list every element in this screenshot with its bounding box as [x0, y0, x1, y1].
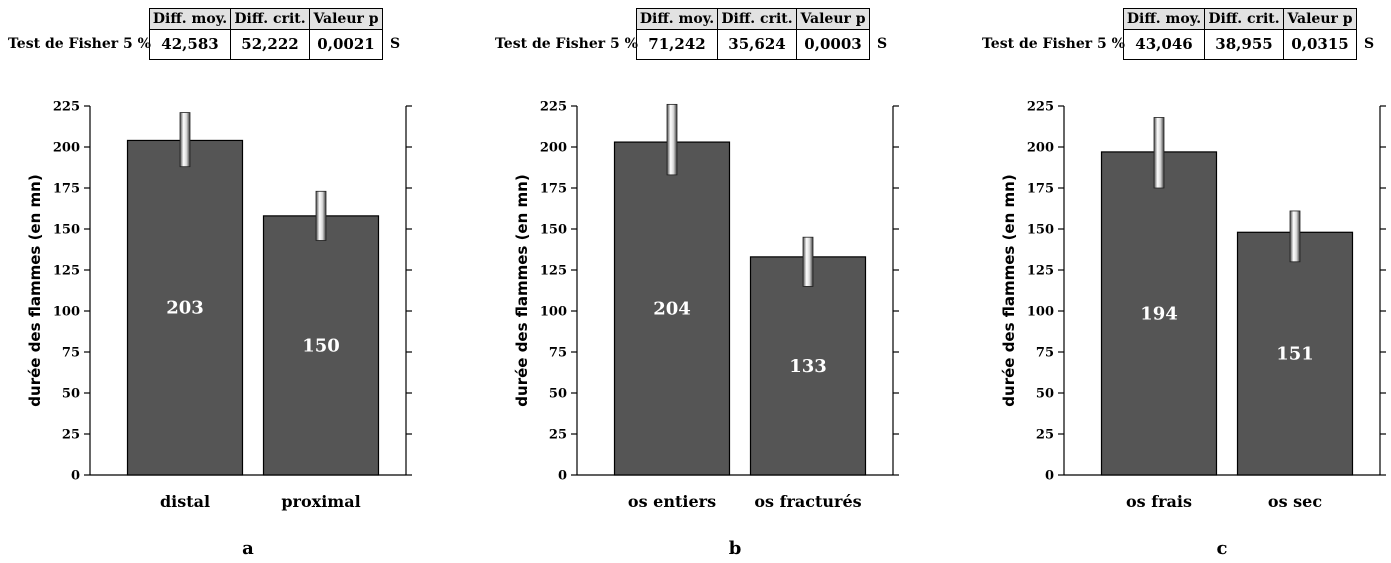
bar [126, 139, 244, 476]
significance-marker: S [877, 36, 888, 52]
stats-table-value-cell: 0,0021 [309, 29, 383, 60]
y-tick-label: 225 [53, 100, 80, 115]
stats-table-row-label: Test de Fisher 5 % [8, 36, 151, 52]
bar-value-label: 204 [653, 299, 691, 320]
bar-chart-svg: 0 25 50 75 100 125 150 175 200 225 durée des flamm… [26, 100, 412, 559]
y-tick-label: 150 [53, 223, 80, 238]
stats-table-header-cell: Diff. crit. [230, 8, 310, 30]
y-tick-label: 175 [540, 182, 567, 197]
error-bar [1153, 117, 1165, 189]
stats-table-header-row: Diff. moy. Diff. crit. Valeur p [636, 8, 870, 30]
y-tick-label: 75 [1036, 346, 1054, 361]
error-bar [1289, 210, 1301, 263]
chart-panel-b: Diff. moy. Diff. crit. Valeur p 71,242 35,62… [487, 0, 950, 563]
stats-table-header-row: Diff. moy. Diff. crit. Valeur p [149, 8, 383, 30]
y-tick-label: 200 [53, 141, 80, 156]
stats-table-header-cell: Diff. crit. [1204, 8, 1284, 30]
bar [613, 141, 731, 476]
y-tick-label: 125 [1027, 264, 1054, 279]
error-bar [802, 236, 814, 287]
stats-table-header-cell: Valeur p [796, 8, 870, 30]
stats-table-header-cell: Valeur p [1283, 8, 1357, 30]
bar [1100, 151, 1218, 476]
y-tick-label: 0 [558, 469, 567, 484]
y-tick-label: 175 [53, 182, 80, 197]
bar [749, 256, 867, 476]
panel-letter: c [1217, 538, 1228, 559]
x-category-label: distal [160, 492, 210, 511]
stats-table-row-label: Test de Fisher 5 % [982, 36, 1125, 52]
stats-table-header-cell: Valeur p [309, 8, 383, 30]
error-bar [666, 103, 678, 176]
bar-value-label: 194 [1140, 303, 1178, 324]
y-tick-label: 100 [1027, 305, 1054, 320]
y-tick-label: 75 [549, 346, 567, 361]
chart-panel-a: Diff. moy. Diff. crit. Valeur p 42,583 52,22… [0, 0, 463, 563]
y-tick-label: 25 [62, 428, 80, 443]
y-tick-label: 200 [540, 141, 567, 156]
stats-table-header-cell: Diff. moy. [636, 8, 718, 30]
significance-marker: S [390, 36, 401, 52]
y-tick-label: 150 [1027, 223, 1054, 238]
y-axis-label: durée des flammes (en mn) [1000, 174, 1018, 406]
error-bar [315, 190, 327, 241]
panel-letter: a [242, 538, 254, 559]
significance-marker: S [1364, 36, 1375, 52]
bar-value-label: 133 [789, 356, 827, 377]
y-tick-label: 0 [1045, 469, 1054, 484]
x-category-label: os entiers [628, 492, 716, 511]
y-axis-label: durée des flammes (en mn) [26, 174, 44, 406]
y-tick-label: 50 [1036, 387, 1054, 402]
y-tick-label: 100 [53, 305, 80, 320]
stats-table-value-cell: 0,0003 [796, 29, 870, 60]
stats-table-row-label: Test de Fisher 5 % [495, 36, 638, 52]
stats-table-value-row: 43,046 38,955 0,0315 [1123, 29, 1357, 60]
bar-value-label: 203 [166, 298, 204, 319]
error-bar [179, 112, 191, 168]
bar-chart-svg: 0 25 50 75 100 125 150 175 200 225 durée des flamm… [1000, 100, 1386, 559]
x-category-label: proximal [281, 492, 360, 511]
y-tick-label: 125 [53, 264, 80, 279]
x-category-label: os fracturés [754, 492, 861, 511]
panel-letter: b [729, 538, 742, 559]
chart-panel-c: Diff. moy. Diff. crit. Valeur p 43,046 38,95… [974, 0, 1391, 563]
stats-table-value-cell: 0,0315 [1283, 29, 1357, 60]
y-axis-label: durée des flammes (en mn) [513, 174, 531, 406]
y-tick-label: 50 [62, 387, 80, 402]
y-tick-label: 175 [1027, 182, 1054, 197]
stats-table-value-row: 42,583 52,222 0,0021 [149, 29, 383, 60]
x-category-label: os sec [1268, 492, 1322, 511]
x-category-label: os frais [1126, 492, 1192, 511]
y-tick-label: 225 [540, 100, 567, 115]
bar-value-label: 150 [302, 335, 340, 356]
bar [1236, 231, 1354, 476]
y-tick-label: 50 [549, 387, 567, 402]
stats-table-header-cell: Diff. moy. [149, 8, 231, 30]
y-tick-label: 125 [540, 264, 567, 279]
bar-chart-svg: 0 25 50 75 100 125 150 175 200 225 durée des flamm… [513, 100, 899, 559]
stats-table-header-row: Diff. moy. Diff. crit. Valeur p [1123, 8, 1357, 30]
bar-value-label: 151 [1276, 344, 1314, 365]
y-tick-label: 200 [1027, 141, 1054, 156]
y-tick-label: 100 [540, 305, 567, 320]
y-tick-label: 75 [62, 346, 80, 361]
y-tick-label: 225 [1027, 100, 1054, 115]
y-tick-label: 25 [549, 428, 567, 443]
y-tick-label: 25 [1036, 428, 1054, 443]
stats-table-value-row: 71,242 35,624 0,0003 [636, 29, 870, 60]
y-tick-label: 0 [71, 469, 80, 484]
y-tick-label: 150 [540, 223, 567, 238]
